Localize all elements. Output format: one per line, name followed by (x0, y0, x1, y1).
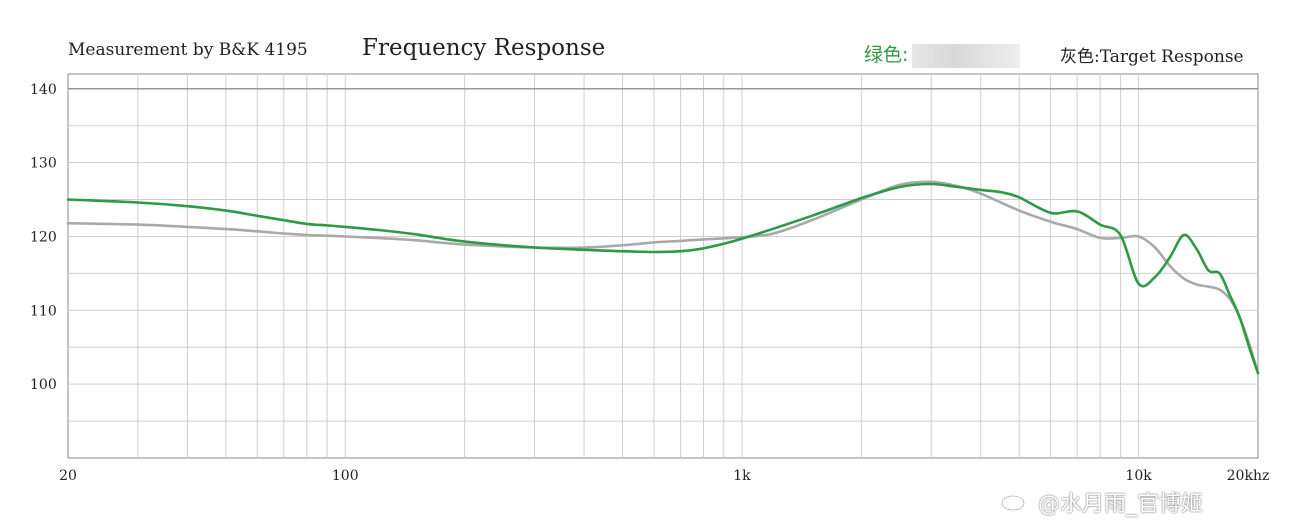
series-lines (66, 180, 1260, 375)
tick-labels: 140 130 120 110 100 20 100 1k 10k 20khz (30, 82, 1269, 484)
measurement-label: Measurement by B&K 4195 (68, 40, 308, 60)
legend-gray-label: 灰色:Target Response (1060, 47, 1244, 67)
series-line-green (66, 182, 1260, 375)
x-tick-label: 1k (733, 468, 751, 484)
legend-green: 绿色: (864, 40, 1021, 68)
x-tick-label: 100 (332, 468, 359, 484)
weibo-logo-icon (1000, 491, 1028, 512)
y-tick-label: 130 (30, 156, 57, 172)
grid (67, 73, 1259, 459)
y-tick-label: 120 (30, 229, 57, 245)
x-tick-label: 20 (59, 468, 77, 484)
y-tick-label: 110 (30, 303, 57, 319)
y-tick-label: 100 (30, 377, 57, 393)
plot-frame (67, 73, 1259, 459)
chart-title: Frequency Response (362, 35, 606, 61)
series-line-target-response (66, 180, 1260, 375)
x-tick-label: 20khz (1227, 468, 1270, 484)
y-tick-label: 140 (30, 82, 57, 98)
x-tick-label: 10k (1125, 468, 1152, 484)
legend-green-redacted (912, 43, 1021, 68)
watermark: @水月雨_官博姬 (1038, 492, 1204, 517)
legend-green-label: 绿色: (864, 44, 909, 66)
